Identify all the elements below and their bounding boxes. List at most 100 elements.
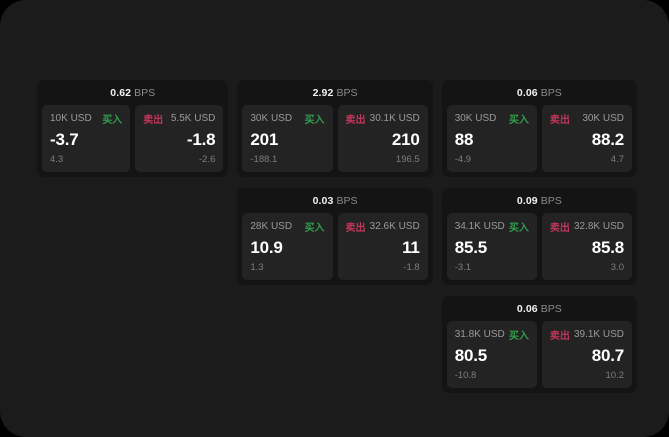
buy-panel[interactable]: 10K USD 买入 -3.7 4.3 — [42, 105, 131, 172]
buy-size-label: 34.1K USD — [454, 221, 505, 232]
sell-panel[interactable]: 卖出 30.1K USD 210 196.5 — [337, 105, 428, 172]
bps-unit-label: BPS — [336, 195, 358, 207]
card-body: 28K USD 买入 10.9 1.3 卖出 32.6K USD 11 -1.8 — [242, 213, 428, 280]
bps-unit-label: BPS — [540, 303, 562, 315]
buy-panel[interactable]: 30K USD 买入 201 -188.1 — [242, 105, 333, 172]
sell-size-label: 5.5K USD — [170, 113, 216, 124]
sell-price: 80.7 — [591, 345, 624, 365]
sell-panel[interactable]: 卖出 39.1K USD 80.7 10.2 — [541, 321, 632, 388]
sell-panel-header: 卖出 5.5K USD — [143, 112, 216, 126]
sell-tag[interactable]: 卖出 — [549, 115, 570, 126]
sell-panel[interactable]: 卖出 30K USD 88.2 4.7 — [541, 105, 632, 172]
sell-tag[interactable]: 卖出 — [143, 115, 164, 126]
sell-tag[interactable]: 卖出 — [345, 115, 366, 126]
quote-column-2: 2.92 BPS 30K USD 买入 201 -188.1 卖出 — [237, 80, 433, 392]
buy-panel[interactable]: 34.1K USD 买入 85.5 -3.1 — [446, 213, 537, 280]
quote-board: 0.62 BPS 10K USD 买入 -3.7 4.3 卖出 — [37, 80, 637, 393]
sell-size-label: 32.8K USD — [573, 221, 624, 232]
buy-tag[interactable]: 买入 — [304, 223, 325, 234]
sell-size-label: 30K USD — [582, 113, 624, 124]
quote-card[interactable]: 0.03 BPS 28K USD 买入 10.9 1.3 卖出 — [237, 188, 433, 285]
sell-subvalue: 10.2 — [605, 370, 625, 381]
sell-subvalue: 3.0 — [610, 262, 624, 273]
sell-panel-header: 卖出 32.6K USD — [345, 220, 420, 234]
bps-value: 0.62 — [110, 87, 132, 99]
sell-panel-header: 卖出 39.1K USD — [549, 328, 624, 342]
buy-panel-header: 30K USD 买入 — [454, 112, 529, 126]
sell-panel-header: 卖出 30K USD — [549, 112, 624, 126]
buy-size-label: 30K USD — [454, 113, 497, 124]
sell-panel-header: 卖出 30.1K USD — [345, 112, 420, 126]
bps-unit-label: BPS — [134, 87, 156, 99]
bps-unit-label: BPS — [336, 87, 358, 99]
buy-tag[interactable]: 买入 — [102, 115, 123, 126]
sell-tag[interactable]: 卖出 — [549, 331, 570, 342]
card-header: 0.09 BPS — [447, 194, 632, 209]
buy-subvalue: 4.3 — [50, 154, 64, 165]
buy-tag[interactable]: 买入 — [304, 115, 325, 126]
sell-price: 210 — [391, 129, 420, 149]
quote-card[interactable]: 0.62 BPS 10K USD 买入 -3.7 4.3 卖出 — [37, 80, 229, 177]
sell-panel[interactable]: 卖出 32.8K USD 85.8 3.0 — [541, 213, 632, 280]
buy-price: 10.9 — [250, 237, 283, 257]
bps-value: 0.03 — [312, 195, 334, 207]
buy-price: -3.7 — [50, 129, 79, 149]
buy-panel-header: 30K USD 买入 — [250, 112, 325, 126]
card-header: 0.06 BPS — [447, 302, 632, 317]
card-body: 30K USD 买入 88 -4.9 卖出 30K USD 88.2 4.7 — [446, 105, 632, 172]
bps-value: 0.06 — [516, 87, 538, 99]
sell-subvalue: -2.6 — [199, 154, 216, 165]
sell-price: -1.8 — [186, 129, 216, 149]
buy-panel[interactable]: 28K USD 买入 10.9 1.3 — [242, 213, 333, 280]
buy-subvalue: -10.8 — [454, 370, 477, 381]
bps-value: 0.09 — [516, 195, 538, 207]
buy-price: 88 — [454, 129, 474, 149]
card-header: 0.06 BPS — [447, 86, 632, 101]
sell-panel[interactable]: 卖出 5.5K USD -1.8 -2.6 — [135, 105, 224, 172]
bps-unit-label: BPS — [540, 195, 562, 207]
sell-tag[interactable]: 卖出 — [345, 223, 366, 234]
bps-unit-label: BPS — [540, 87, 562, 99]
sell-size-label: 32.6K USD — [369, 221, 420, 232]
sell-price: 88.2 — [591, 129, 624, 149]
card-body: 31.8K USD 买入 80.5 -10.8 卖出 39.1K USD 80.… — [446, 321, 632, 388]
sell-panel[interactable]: 卖出 32.6K USD 11 -1.8 — [337, 213, 428, 280]
sell-size-label: 30.1K USD — [369, 113, 420, 124]
sell-tag[interactable]: 卖出 — [549, 223, 570, 234]
buy-price: 80.5 — [454, 345, 487, 365]
buy-price: 85.5 — [454, 237, 487, 257]
card-header: 0.03 BPS — [242, 194, 427, 209]
buy-size-label: 30K USD — [250, 113, 293, 124]
quote-card[interactable]: 0.06 BPS 30K USD 买入 88 -4.9 卖出 — [441, 80, 637, 177]
buy-tag[interactable]: 买入 — [508, 223, 529, 234]
buy-tag[interactable]: 买入 — [508, 331, 529, 342]
quote-card[interactable]: 0.06 BPS 31.8K USD 买入 80.5 -10.8 卖出 — [441, 296, 637, 393]
buy-size-label: 10K USD — [50, 113, 92, 124]
quote-column-3: 0.06 BPS 30K USD 买入 88 -4.9 卖出 — [441, 80, 637, 393]
buy-panel[interactable]: 30K USD 买入 88 -4.9 — [446, 105, 537, 172]
buy-subvalue: -3.1 — [454, 262, 472, 273]
card-header: 0.62 BPS — [42, 86, 223, 101]
card-body: 34.1K USD 买入 85.5 -3.1 卖出 32.8K USD 85.8… — [446, 213, 632, 280]
sell-subvalue: -1.8 — [403, 262, 420, 273]
buy-panel[interactable]: 31.8K USD 买入 80.5 -10.8 — [446, 321, 537, 388]
buy-subvalue: -188.1 — [250, 154, 278, 165]
bps-value: 0.06 — [516, 303, 538, 315]
quote-card[interactable]: 0.09 BPS 34.1K USD 买入 85.5 -3.1 卖出 — [441, 188, 637, 285]
buy-tag[interactable]: 买入 — [508, 115, 529, 126]
buy-size-label: 28K USD — [250, 221, 293, 232]
card-body: 30K USD 买入 201 -188.1 卖出 30.1K USD 210 1… — [242, 105, 428, 172]
buy-subvalue: -4.9 — [454, 154, 472, 165]
buy-subvalue: 1.3 — [250, 262, 264, 273]
quote-card[interactable]: 2.92 BPS 30K USD 买入 201 -188.1 卖出 — [237, 80, 433, 177]
card-header: 2.92 BPS — [242, 86, 427, 101]
sell-price: 11 — [402, 237, 420, 257]
bps-value: 2.92 — [312, 87, 334, 99]
buy-panel-header: 34.1K USD 买入 — [454, 220, 529, 234]
buy-size-label: 31.8K USD — [454, 329, 505, 340]
buy-panel-header: 31.8K USD 买入 — [454, 328, 529, 342]
sell-subvalue: 196.5 — [395, 154, 420, 165]
sell-panel-header: 卖出 32.8K USD — [549, 220, 624, 234]
buy-panel-header: 10K USD 买入 — [50, 112, 123, 126]
